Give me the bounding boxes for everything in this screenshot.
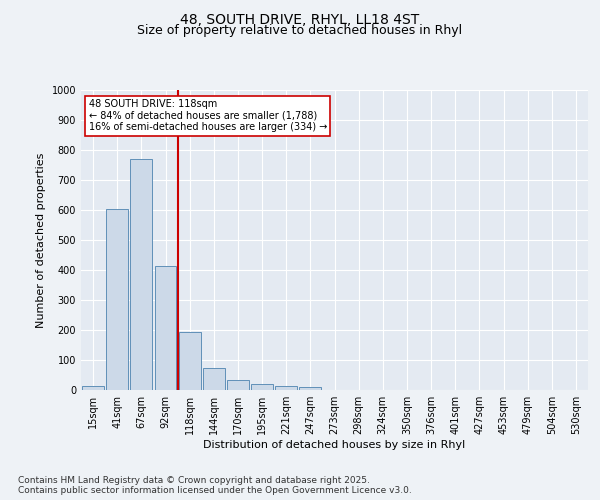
Y-axis label: Number of detached properties: Number of detached properties: [36, 152, 46, 328]
Text: Contains HM Land Registry data © Crown copyright and database right 2025.
Contai: Contains HM Land Registry data © Crown c…: [18, 476, 412, 495]
Bar: [82, 386, 104, 390]
Bar: [203, 368, 224, 390]
Text: 48 SOUTH DRIVE: 118sqm
← 84% of detached houses are smaller (1,788)
16% of semi-: 48 SOUTH DRIVE: 118sqm ← 84% of detached…: [89, 99, 327, 132]
Bar: [130, 159, 152, 390]
Bar: [227, 380, 249, 390]
Text: Size of property relative to detached houses in Rhyl: Size of property relative to detached ho…: [137, 24, 463, 37]
Bar: [299, 387, 321, 390]
Bar: [179, 332, 200, 390]
Bar: [275, 386, 297, 390]
Bar: [106, 208, 128, 390]
X-axis label: Distribution of detached houses by size in Rhyl: Distribution of detached houses by size …: [203, 440, 466, 450]
Bar: [251, 384, 273, 390]
Text: 48, SOUTH DRIVE, RHYL, LL18 4ST: 48, SOUTH DRIVE, RHYL, LL18 4ST: [181, 12, 419, 26]
Bar: [155, 266, 176, 390]
